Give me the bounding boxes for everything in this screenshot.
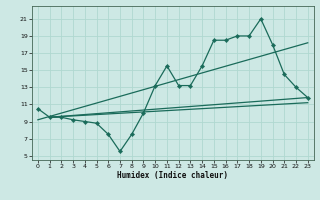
X-axis label: Humidex (Indice chaleur): Humidex (Indice chaleur) (117, 171, 228, 180)
